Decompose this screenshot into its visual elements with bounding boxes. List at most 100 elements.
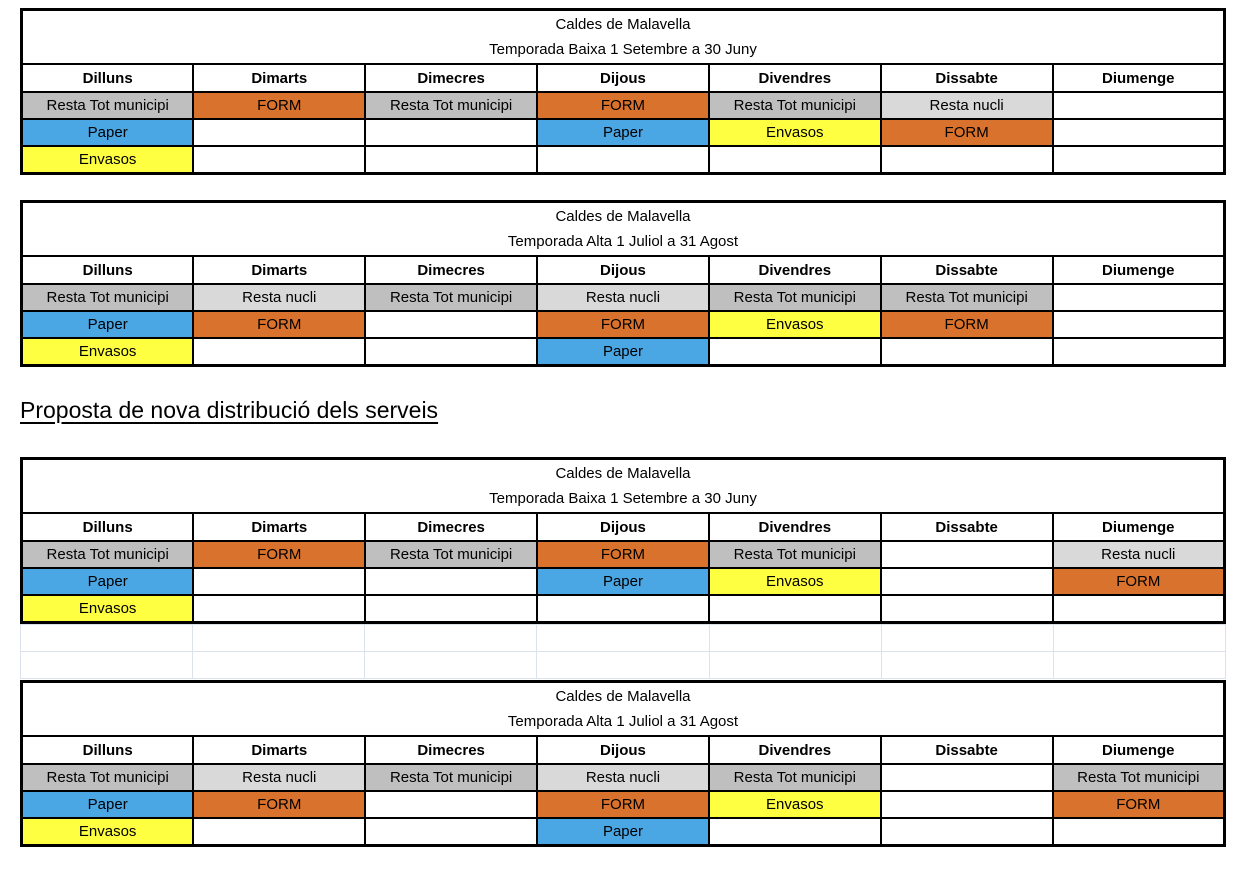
schedule-cell-divendres-r3	[707, 145, 882, 175]
day-header-dimarts: Dimarts	[192, 512, 367, 542]
empty-grid-cell	[536, 624, 710, 652]
schedule-cell-dissabte-r3	[879, 817, 1054, 847]
table-subtitle: Temporada Baixa 1 Setembre a 30 Juny	[489, 490, 757, 507]
schedule-cell-dimarts-r1: Resta nucli	[192, 763, 367, 792]
schedule-cell-dimarts-r1: FORM	[192, 540, 367, 569]
day-header-diumenge: Diumenge	[1051, 512, 1226, 542]
schedule-table-baixa-proposta: Caldes de Malavella Temporada Baixa 1 Set…	[20, 457, 1226, 624]
proposal-heading: Proposta de nova distribució dels servei…	[20, 397, 439, 423]
schedule-cell-dilluns-r1: Resta Tot municipi	[20, 283, 195, 312]
schedule-cell-dimecres-r3	[364, 817, 539, 847]
schedule-cell-diumenge-r3	[1051, 337, 1226, 367]
table-title: Caldes de Malavella	[555, 465, 691, 482]
day-header-diumenge: Diumenge	[1051, 735, 1226, 765]
table-title-block: Caldes de Malavella Temporada Baixa 1 Set…	[20, 8, 1226, 65]
schedule-cell-divendres-r1: Resta Tot municipi	[707, 283, 882, 312]
day-header-divendres: Divendres	[707, 63, 882, 93]
day-header-dilluns: Dilluns	[20, 735, 195, 765]
empty-grid-cell	[880, 651, 1054, 679]
schedule-cell-diumenge-r1	[1051, 91, 1226, 120]
schedule-cell-dijous-r1: FORM	[536, 540, 710, 569]
day-header-dilluns: Dilluns	[20, 255, 195, 285]
schedule-cell-dijous-r3: Paper	[536, 337, 710, 367]
schedule-cell-dijous-r3: Paper	[536, 817, 710, 847]
schedule-cell-dimecres-r2	[364, 310, 539, 339]
schedule-cell-divendres-r2: Envasos	[707, 310, 882, 339]
day-header-dijous: Dijous	[536, 735, 710, 765]
schedule-cell-dimecres-r3	[364, 145, 539, 175]
schedule-cell-dissabte-r1: Resta Tot municipi	[879, 283, 1054, 312]
empty-grid-cell	[708, 624, 882, 652]
schedule-cell-dissabte-r3	[879, 337, 1054, 367]
empty-grid-cell	[880, 624, 1054, 652]
schedule-cell-diumenge-r2: FORM	[1051, 790, 1226, 819]
schedule-cell-diumenge-r3	[1051, 145, 1226, 175]
schedule-cell-diumenge-r3	[1051, 594, 1226, 624]
empty-grid-cell	[1052, 651, 1227, 679]
schedule-cell-dimarts-r2	[192, 118, 367, 147]
empty-grid-cell	[364, 624, 538, 652]
schedule-cell-divendres-r1: Resta Tot municipi	[707, 540, 882, 569]
table-subtitle: Temporada Alta 1 Juliol a 31 Agost	[507, 713, 739, 730]
day-header-dimecres: Dimecres	[364, 63, 539, 93]
schedule-cell-dimarts-r1: FORM	[192, 91, 367, 120]
schedule-cell-dimarts-r1: Resta nucli	[192, 283, 367, 312]
day-header-dijous: Dijous	[536, 255, 710, 285]
schedule-cell-divendres-r2: Envasos	[707, 567, 882, 596]
schedule-cell-dilluns-r1: Resta Tot municipi	[20, 763, 195, 792]
schedule-cell-dilluns-r2: Paper	[20, 310, 195, 339]
schedule-cell-dissabte-r2: FORM	[879, 118, 1054, 147]
schedule-cell-dijous-r2: FORM	[536, 310, 710, 339]
schedule-cell-dissabte-r3	[879, 145, 1054, 175]
schedule-cell-dijous-r2: Paper	[536, 567, 710, 596]
schedule-cell-diumenge-r2: FORM	[1051, 567, 1226, 596]
schedule-cell-dilluns-r1: Resta Tot municipi	[20, 540, 195, 569]
schedule-cell-dijous-r1: Resta nucli	[536, 283, 710, 312]
day-header-dimecres: Dimecres	[364, 735, 539, 765]
schedule-cell-divendres-r1: Resta Tot municipi	[707, 91, 882, 120]
schedule-cell-diumenge-r1: Resta Tot municipi	[1051, 763, 1226, 792]
schedule-cell-dimecres-r2	[364, 567, 539, 596]
schedule-cell-dissabte-r1	[879, 540, 1054, 569]
empty-grid-cell	[536, 651, 710, 679]
schedule-cell-dimecres-r1: Resta Tot municipi	[364, 91, 539, 120]
empty-grid-cell	[19, 624, 194, 652]
day-header-dijous: Dijous	[536, 512, 710, 542]
schedule-cell-dimarts-r2: FORM	[192, 790, 367, 819]
schedule-cell-dissabte-r1: Resta nucli	[879, 91, 1054, 120]
schedule-cell-dilluns-r2: Paper	[20, 790, 195, 819]
day-header-divendres: Divendres	[707, 512, 882, 542]
table-temporada-alta-current: Caldes de Malavella Temporada Alta 1 Juli…	[20, 200, 1226, 367]
schedule-cell-dimecres-r1: Resta Tot municipi	[364, 763, 539, 792]
schedule-cell-dilluns-r3: Envasos	[20, 594, 195, 624]
empty-grid-cell	[1052, 624, 1227, 652]
schedule-cell-dissabte-r1	[879, 763, 1054, 792]
schedule-cell-dilluns-r3: Envasos	[20, 817, 195, 847]
schedule-cell-dimecres-r2	[364, 118, 539, 147]
day-header-diumenge: Diumenge	[1051, 63, 1226, 93]
empty-grid-cell	[19, 651, 194, 679]
table-title-block: Caldes de Malavella Temporada Alta 1 Juli…	[20, 200, 1226, 257]
schedule-cell-dilluns-r2: Paper	[20, 567, 195, 596]
table-title: Caldes de Malavella	[555, 208, 691, 225]
day-header-divendres: Divendres	[707, 255, 882, 285]
schedule-cell-dijous-r1: FORM	[536, 91, 710, 120]
schedule-cell-diumenge-r3	[1051, 817, 1226, 847]
schedule-cell-dijous-r3	[536, 145, 710, 175]
schedule-cell-dilluns-r2: Paper	[20, 118, 195, 147]
empty-grid-cell	[708, 651, 882, 679]
schedule-table-baixa-actual: Caldes de Malavella Temporada Baixa 1 Set…	[20, 8, 1226, 175]
schedule-cell-diumenge-r1: Resta nucli	[1051, 540, 1226, 569]
empty-grid-cell	[192, 624, 366, 652]
schedule-cell-dissabte-r2	[879, 567, 1054, 596]
table-temporada-baixa-current: Caldes de Malavella Temporada Baixa 1 Set…	[20, 8, 1226, 175]
schedule-cell-dilluns-r3: Envasos	[20, 145, 195, 175]
schedule-cell-dimarts-r2: FORM	[192, 310, 367, 339]
schedule-cell-dilluns-r3: Envasos	[20, 337, 195, 367]
table-title-block: Caldes de Malavella Temporada Baixa 1 Set…	[20, 457, 1226, 514]
day-header-dijous: Dijous	[536, 63, 710, 93]
day-header-dissabte: Dissabte	[879, 735, 1054, 765]
table-temporada-baixa-proposed: Caldes de Malavella Temporada Baixa 1 Set…	[19, 457, 1227, 679]
schedule-cell-dissabte-r3	[879, 594, 1054, 624]
schedule-cell-divendres-r1: Resta Tot municipi	[707, 763, 882, 792]
